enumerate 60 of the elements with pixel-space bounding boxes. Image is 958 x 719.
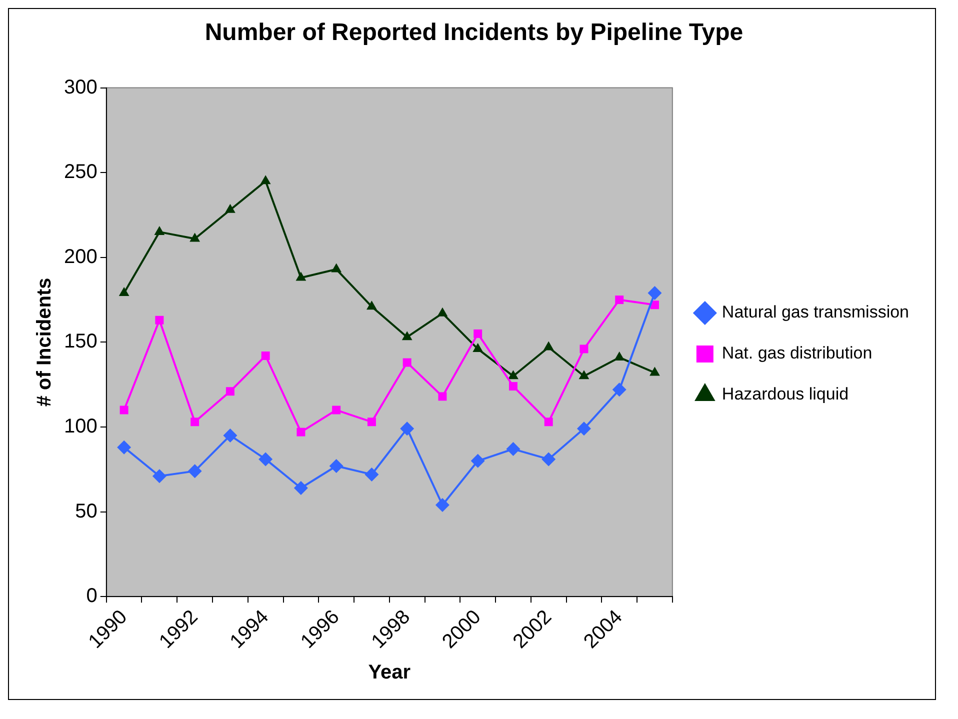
- point: [612, 382, 626, 397]
- point: [190, 418, 200, 426]
- point: [508, 382, 518, 391]
- point: [508, 370, 518, 380]
- point: [190, 232, 200, 242]
- point: [261, 352, 270, 360]
- y-tick-label: 50: [75, 500, 98, 522]
- point: [366, 300, 377, 310]
- point: [225, 204, 236, 213]
- point: [118, 287, 130, 296]
- point: [155, 316, 164, 324]
- y-tick-label: 0: [86, 585, 98, 608]
- point: [367, 418, 376, 426]
- point: [188, 464, 202, 478]
- point: [120, 406, 128, 414]
- point: [154, 226, 165, 235]
- y-axis-title: # of Incidents: [34, 278, 56, 407]
- point: [650, 366, 660, 376]
- point: [402, 331, 412, 340]
- point: [542, 452, 556, 466]
- point: [472, 342, 484, 352]
- point: [258, 452, 273, 466]
- point: [615, 296, 624, 304]
- point: [576, 422, 591, 436]
- y-tick-label: 300: [64, 76, 98, 98]
- legend-label: Natural gas transmission: [722, 302, 910, 322]
- legend-label: Hazardous liquid: [722, 384, 849, 404]
- point: [226, 387, 234, 396]
- chart-title: Number of Reported Incidents by Pipeline Type: [204, 19, 744, 46]
- point: [260, 175, 271, 184]
- y-tick-label: 150: [64, 330, 98, 353]
- y-tick-label: 100: [64, 415, 98, 438]
- point: [435, 498, 450, 512]
- point: [474, 329, 482, 338]
- point: [296, 428, 306, 436]
- point: [544, 418, 553, 426]
- point: [117, 440, 132, 454]
- point: [648, 286, 662, 300]
- point: [543, 341, 554, 350]
- point: [296, 272, 306, 281]
- point: [438, 392, 447, 401]
- point: [364, 467, 379, 482]
- point: [614, 351, 625, 360]
- point: [332, 406, 341, 414]
- point: [331, 263, 342, 272]
- point: [578, 370, 590, 380]
- point: [400, 422, 414, 436]
- point: [437, 307, 448, 316]
- point: [152, 469, 166, 484]
- point: [470, 454, 485, 468]
- point: [329, 458, 344, 473]
- point: [402, 358, 412, 367]
- point: [506, 442, 520, 456]
- y-tick-label: 250: [64, 161, 98, 184]
- x-axis-title: Year: [368, 662, 411, 684]
- point: [580, 344, 588, 354]
- point: [223, 428, 238, 442]
- point: [294, 481, 308, 496]
- legend-label: Nat. gas distribution: [722, 344, 872, 363]
- y-tick-label: 200: [64, 246, 98, 268]
